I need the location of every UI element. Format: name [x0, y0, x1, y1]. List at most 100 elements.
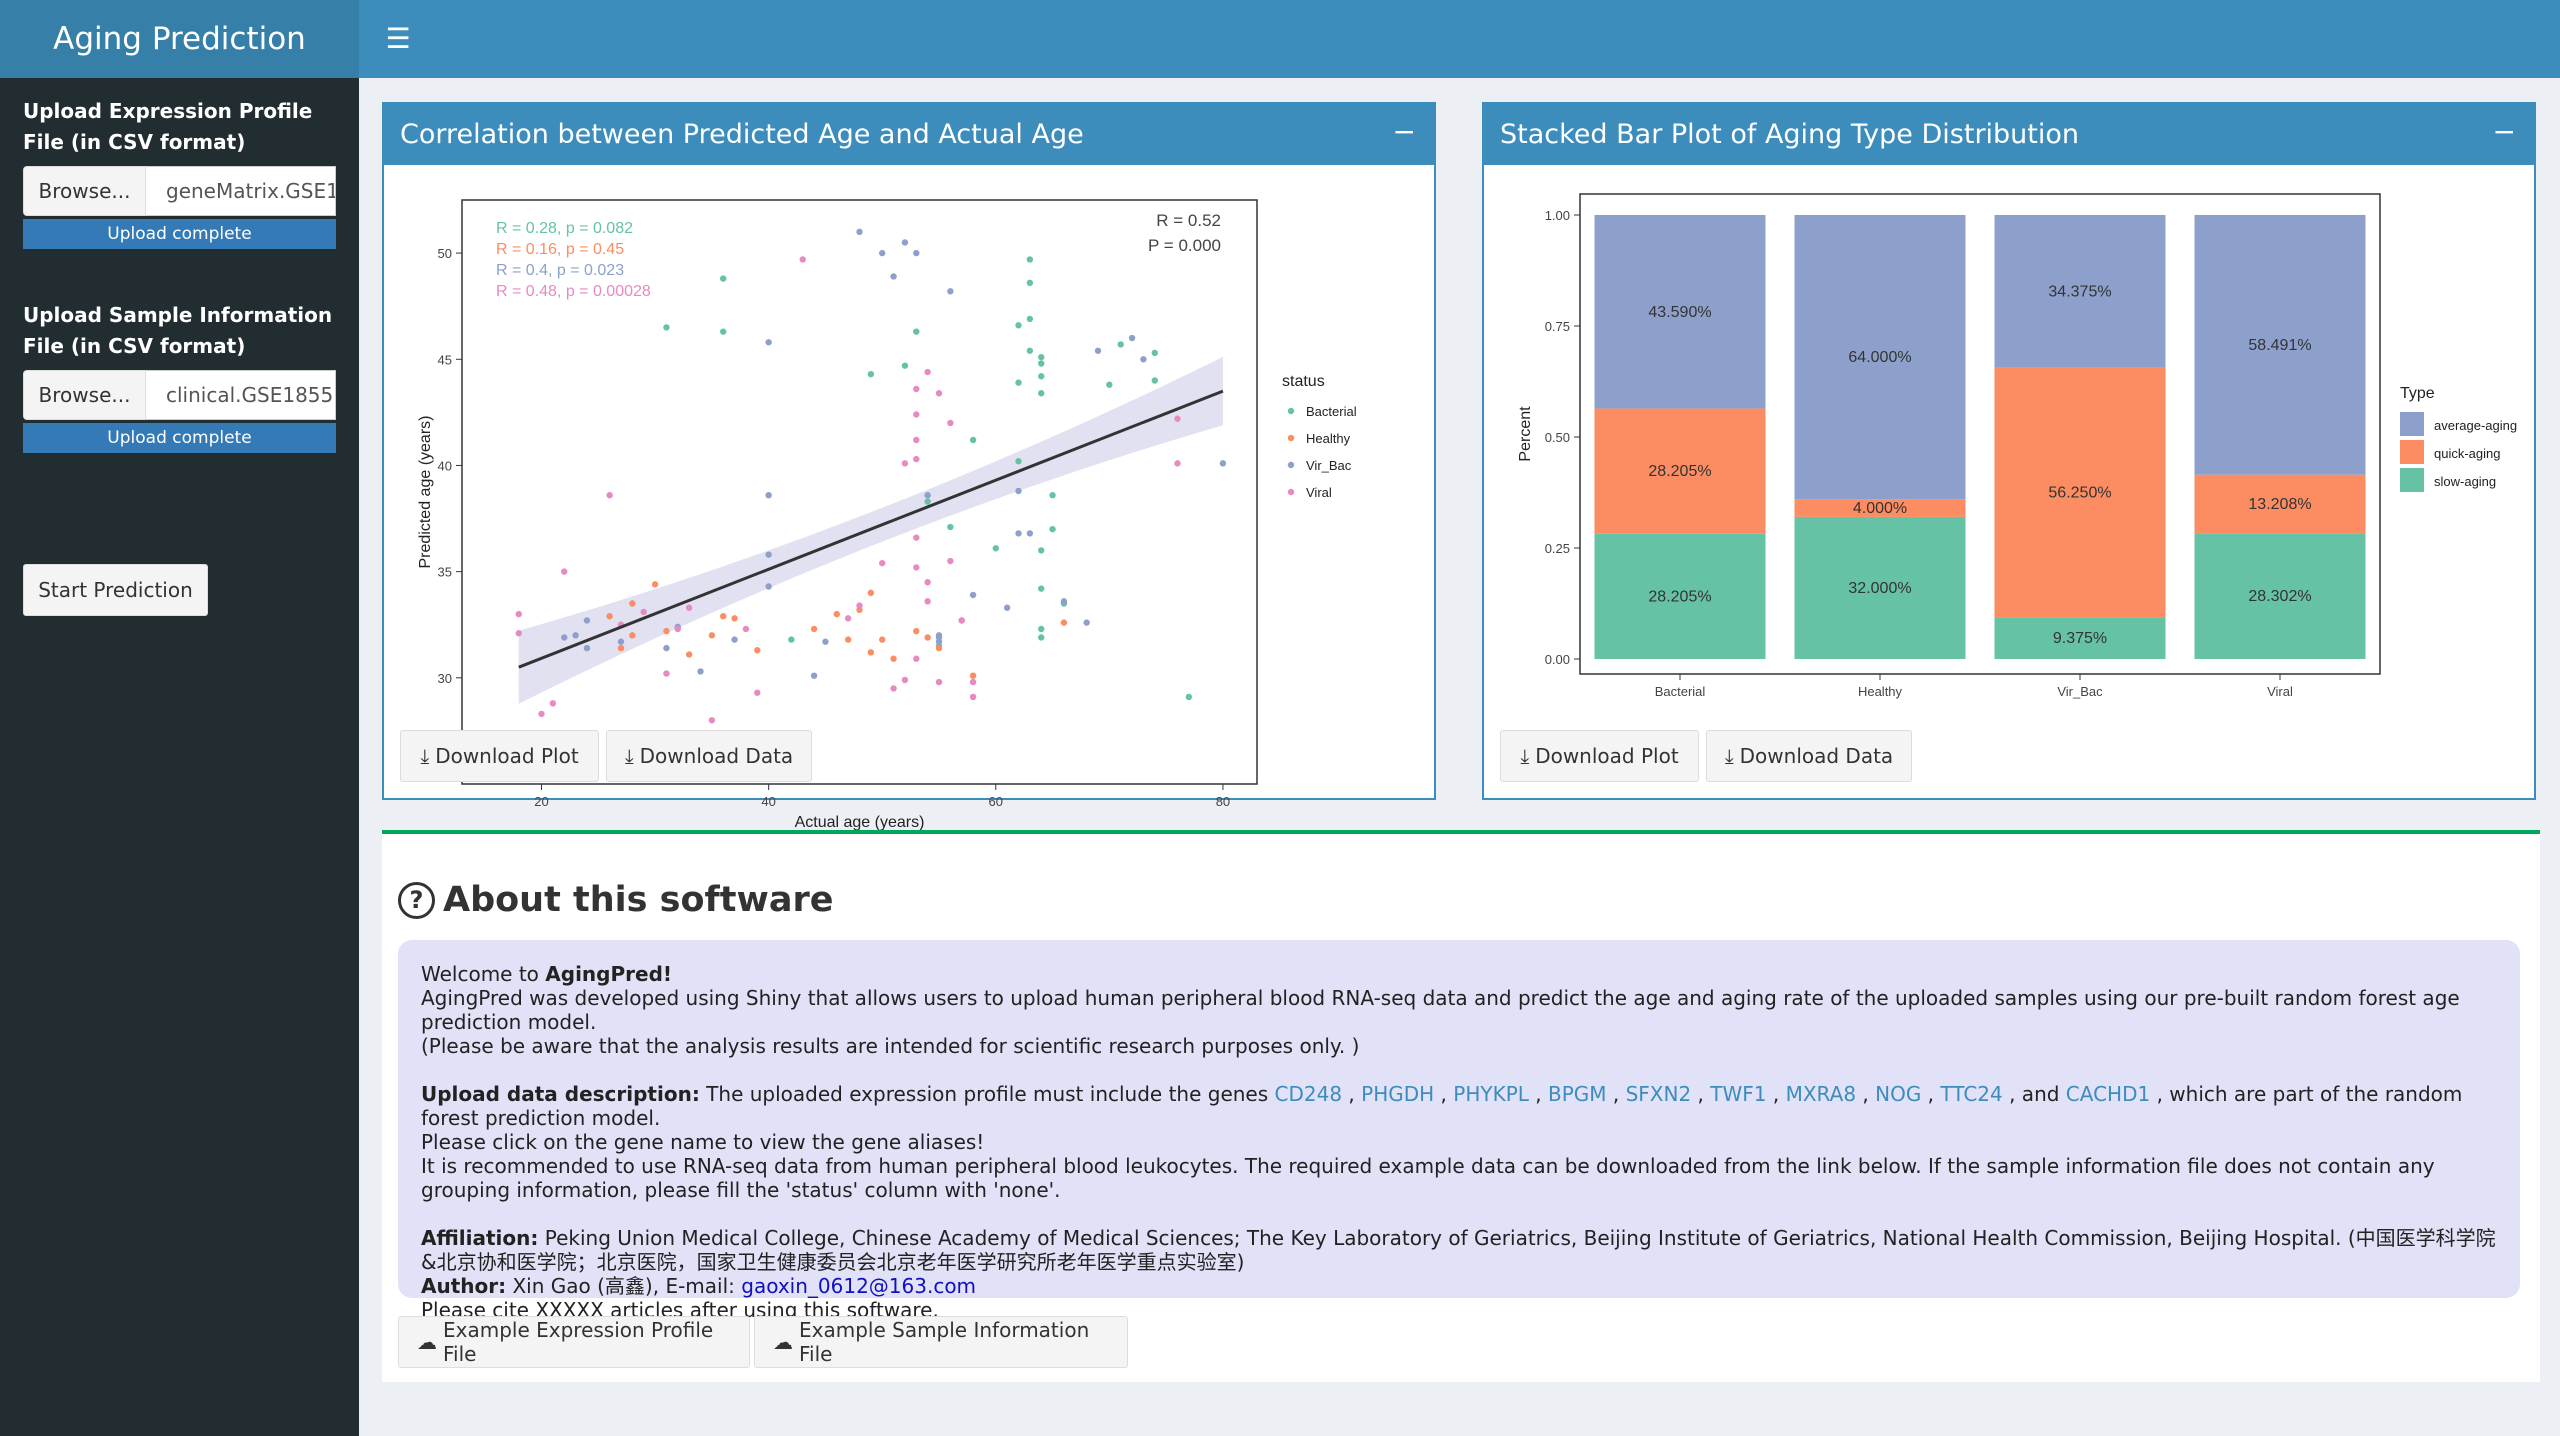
- point-healthy: [629, 632, 636, 639]
- point-vir-bac: [856, 228, 863, 236]
- point-viral: [913, 436, 920, 444]
- download-data-label: Download Data: [639, 744, 794, 768]
- group-stat-vir-bac: R = 0.4, p = 0.023: [496, 262, 624, 279]
- point-bacterial: [1106, 381, 1113, 388]
- y-axis-label: Percent: [1517, 406, 1534, 462]
- point-viral: [663, 670, 670, 677]
- expression-upload-progress: Upload complete: [23, 219, 336, 249]
- regression-line: [518, 389, 1224, 669]
- point-bacterial: [1038, 360, 1045, 367]
- correlation-box: Correlation between Predicted Age and Ac…: [382, 102, 1436, 831]
- gene-link-cd248[interactable]: CD248: [1274, 1082, 1343, 1106]
- example-expression-button[interactable]: ☁ Example Expression Profile File: [398, 1316, 750, 1368]
- overall-p: P = 0.000: [1148, 236, 1221, 255]
- bar-segment-slow-aging: [1994, 617, 2166, 659]
- bar-segment-slow-aging: [2194, 533, 2366, 659]
- sidebar: Upload Expression Profile File (in CSV f…: [0, 78, 359, 1436]
- point-viral: [901, 460, 909, 467]
- about-panel: Welcome to AgingPred! AgingPred was deve…: [398, 940, 2520, 1322]
- point-vir-bac: [765, 339, 772, 346]
- point-bacterial: [1151, 377, 1158, 384]
- point-bacterial: [1049, 491, 1056, 499]
- point-vir-bac: [663, 644, 670, 652]
- download-icon: ⤓: [1724, 744, 1734, 768]
- sample-upload-label: Upload Sample Information File (in CSV f…: [23, 303, 333, 358]
- author-email-link[interactable]: gaoxin_0612@163.com: [741, 1274, 977, 1298]
- point-bacterial: [913, 328, 920, 335]
- collapse-icon[interactable]: −: [1392, 115, 1416, 148]
- point-healthy: [844, 636, 852, 643]
- point-vir-bac: [583, 617, 591, 624]
- point-vir-bac: [969, 591, 977, 599]
- bar-label: 9.375%: [2053, 630, 2107, 647]
- point-healthy: [720, 613, 727, 620]
- sample-file-input[interactable]: Browse... clinical.GSE1855: [23, 370, 336, 420]
- affiliation-heading: Affiliation:: [421, 1226, 539, 1250]
- point-healthy: [606, 613, 613, 620]
- point-healthy: [969, 672, 977, 679]
- point-healthy: [913, 627, 920, 635]
- y-tick-label: 0.25: [1545, 541, 1570, 556]
- gene-link-cachd1[interactable]: CACHD1: [2065, 1082, 2151, 1106]
- upload-description: Upload data description: The uploaded ex…: [421, 1082, 2497, 1130]
- point-viral: [947, 419, 954, 427]
- point-viral: [924, 368, 931, 376]
- gene-link-sfxn2[interactable]: SFXN2: [1625, 1082, 1692, 1106]
- point-viral: [856, 602, 863, 609]
- y-tick-label: 50: [438, 246, 452, 261]
- point-healthy: [867, 649, 875, 656]
- download-data-button[interactable]: ⤓ Download Data: [606, 730, 812, 782]
- point-vir-bac: [1015, 530, 1022, 537]
- point-vir-bac: [1140, 356, 1147, 363]
- gene-link-bpgm[interactable]: BPGM: [1547, 1082, 1607, 1106]
- point-vir-bac: [572, 632, 579, 639]
- example-sample-button[interactable]: ☁ Example Sample Information File: [754, 1316, 1128, 1368]
- point-bacterial: [969, 436, 977, 444]
- upload-description-heading: Upload data description:: [421, 1082, 700, 1106]
- gene-link-phykpl[interactable]: PHYKPL: [1453, 1082, 1529, 1106]
- y-tick-label: 0.75: [1545, 319, 1570, 334]
- point-viral: [640, 608, 647, 616]
- point-viral: [913, 455, 920, 463]
- point-bacterial: [1026, 279, 1034, 287]
- aging-type-box-title: Stacked Bar Plot of Aging Type Distribut…: [1484, 104, 2534, 165]
- legend-label: average-aging: [2434, 418, 2517, 433]
- gene-list: CD248 , PHGDH , PHYKPL , BPGM , SFXN2 , …: [1274, 1082, 2151, 1106]
- sample-file-name: clinical.GSE1855: [146, 370, 336, 420]
- expression-browse-button[interactable]: Browse...: [23, 166, 146, 216]
- point-healthy: [617, 644, 625, 652]
- download-plot-button[interactable]: ⤓ Download Plot: [1500, 730, 1699, 782]
- gene-link-twf1[interactable]: TWF1: [1710, 1082, 1767, 1106]
- bar-segment-quick-aging: [2194, 474, 2366, 534]
- download-plot-button[interactable]: ⤓ Download Plot: [400, 730, 599, 782]
- group-stat-healthy: R = 0.16, p = 0.45: [496, 241, 624, 258]
- bar-label: 64.000%: [1848, 349, 1911, 366]
- point-bacterial: [1038, 634, 1045, 641]
- point-bacterial: [924, 498, 931, 505]
- gene-link-phgdh[interactable]: PHGDH: [1361, 1082, 1435, 1106]
- legend-key: [2400, 468, 2424, 492]
- expression-file-input[interactable]: Browse... geneMatrix.GSE1: [23, 166, 336, 216]
- sample-browse-button[interactable]: Browse...: [23, 370, 146, 420]
- sample-upload-progress: Upload complete: [23, 423, 336, 453]
- gene-link-nog[interactable]: NOG: [1875, 1082, 1922, 1106]
- author: Author: Xin Gao (高鑫), E-mail: gaoxin_061…: [421, 1274, 2497, 1298]
- point-bacterial: [720, 275, 727, 282]
- y-tick-label: 35: [438, 565, 452, 580]
- cloud-download-icon: ☁: [773, 1330, 793, 1354]
- stacked-bar-chart: 0.00 0.25 0.50 0.75 1.00 Percent 28.205% 28.205…: [1517, 193, 2517, 699]
- download-data-button[interactable]: ⤓ Download Data: [1706, 730, 1912, 782]
- y-axis-label: Predicted age (years): [417, 416, 434, 569]
- point-vir-bac: [879, 249, 886, 257]
- gene-link-ttc24[interactable]: TTC24: [1940, 1082, 2003, 1106]
- start-prediction-button[interactable]: Start Prediction: [23, 564, 208, 616]
- point-viral: [913, 655, 920, 662]
- gene-link-mxra8[interactable]: MXRA8: [1785, 1082, 1857, 1106]
- point-healthy: [754, 647, 761, 654]
- upload-description-tail: , which are part of the random forest pr…: [421, 1082, 2463, 1130]
- collapse-icon[interactable]: −: [2492, 115, 2516, 148]
- sidebar-toggle-icon[interactable]: ☰: [385, 22, 411, 55]
- download-icon: ⤓: [1520, 744, 1530, 768]
- legend-key: [1287, 407, 1295, 415]
- point-vir-bac: [765, 491, 772, 499]
